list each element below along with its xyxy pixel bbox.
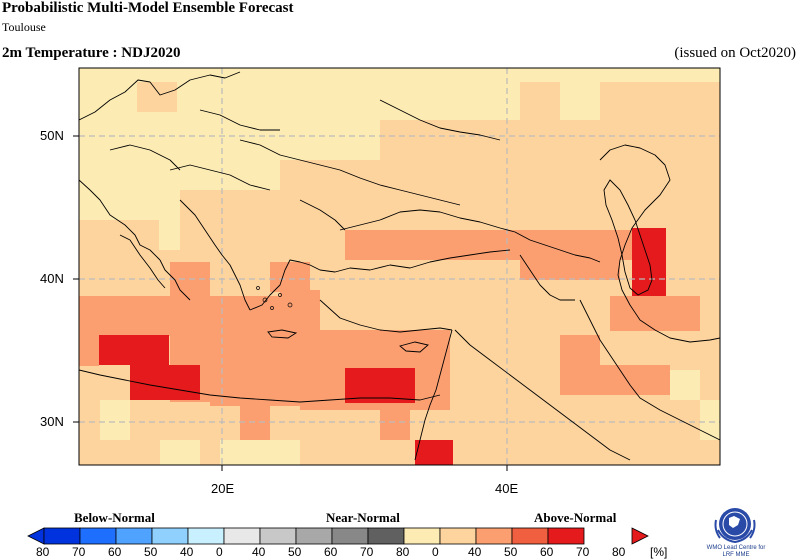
- colorbar-tick-label: 70: [72, 545, 86, 559]
- colorbar-cell: [439, 527, 477, 545]
- colorbar-tick-label: 70: [360, 545, 374, 559]
- colorbar-tick-label: 80: [36, 545, 50, 559]
- page-title: Probabilistic Multi-Model Ensemble Forec…: [2, 0, 294, 16]
- legend-below-normal: Below-Normal: [74, 510, 155, 525]
- colorbar-tick-label: 50: [504, 545, 518, 559]
- page-subtitle: Toulouse: [2, 20, 46, 34]
- colorbar-tick-label: 0: [216, 545, 223, 559]
- colorbar-tick-label: 50: [288, 545, 302, 559]
- issued-date: (issued on Oct2020): [674, 45, 796, 61]
- lat-label-50n: 50N: [40, 128, 64, 143]
- colorbar-tick-label: 70: [576, 545, 590, 559]
- variable-title: 2m Temperature : NDJ2020: [2, 45, 181, 61]
- colorbar-arrow-left: [27, 527, 45, 545]
- colorbar-cell: [187, 527, 225, 545]
- colorbar-tick-label: 60: [108, 545, 122, 559]
- colorbar-tick-label: 60: [540, 545, 554, 559]
- colorbar-tick-label: 40: [180, 545, 194, 559]
- colorbar-cell: [151, 527, 189, 545]
- colorbar-unit: [%]: [650, 545, 668, 559]
- colorbar-cell: [547, 527, 585, 545]
- colorbar-cell: [259, 527, 297, 545]
- lon-label-40e: 40E: [495, 481, 519, 496]
- lat-label-30n: 30N: [40, 414, 64, 429]
- lat-label-40n: 40N: [40, 271, 64, 286]
- wmo-caption: WMO Lead Centre for LRF MME: [696, 545, 776, 559]
- colorbar-cell: [511, 527, 549, 545]
- colorbar-cell: [367, 527, 405, 545]
- legend-above-normal: Above-Normal: [534, 510, 617, 525]
- wmo-caption-line1: WMO Lead Centre for: [706, 545, 766, 551]
- wmo-caption-line2: LRF MME: [722, 552, 750, 558]
- colorbar-tick-label: 0: [432, 545, 439, 559]
- colorbar-cell: [331, 527, 369, 545]
- wmo-logo: [714, 508, 756, 544]
- forecast-map: [73, 67, 721, 471]
- colorbar-tick-label: 50: [144, 545, 158, 559]
- colorbar-tick-label: 80: [612, 545, 626, 559]
- lon-label-20e: 20E: [211, 481, 235, 496]
- colorbar-cell: [43, 527, 81, 545]
- colorbar: [27, 527, 649, 545]
- colorbar-tick-label: 80: [396, 545, 410, 559]
- colorbar-cell: [403, 527, 441, 545]
- colorbar-cell: [295, 527, 333, 545]
- colorbar-tick-label: 40: [252, 545, 266, 559]
- colorbar-tick-label: 40: [468, 545, 482, 559]
- colorbar-cell: [475, 527, 513, 545]
- colorbar-arrow-right: [631, 527, 649, 545]
- legend-near-normal: Near-Normal: [326, 510, 400, 525]
- colorbar-cell: [115, 527, 153, 545]
- colorbar-cells: [43, 527, 585, 545]
- colorbar-cell: [79, 527, 117, 545]
- colorbar-cell: [223, 527, 261, 545]
- colorbar-tick-label: 60: [324, 545, 338, 559]
